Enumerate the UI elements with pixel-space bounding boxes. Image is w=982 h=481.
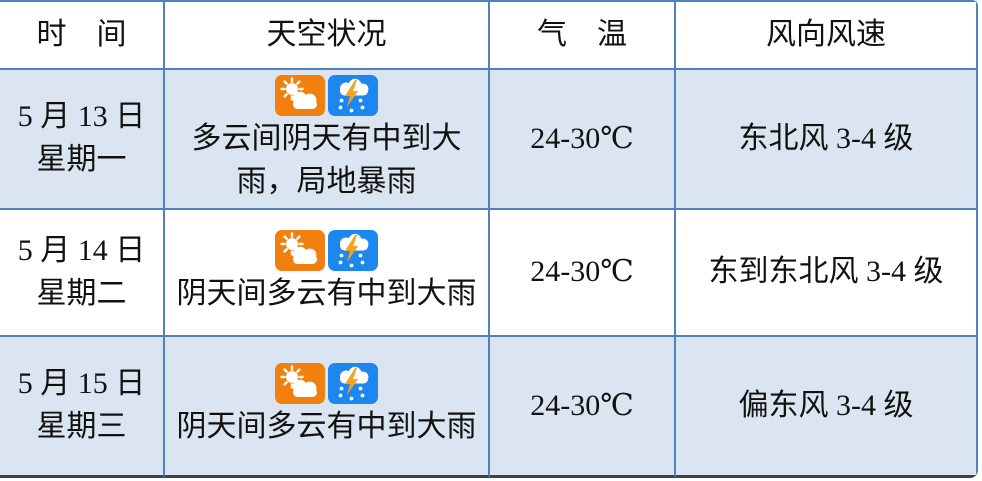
- thunderstorm-rain-icon: [328, 229, 378, 271]
- header-wind-label: 风向风速: [766, 17, 886, 51]
- date-text: 5 月 14 日: [17, 233, 146, 267]
- header-cell-temp: 气 温: [490, 0, 676, 70]
- weather-icons: [275, 229, 378, 271]
- wind-text: 东北风 3-4 级: [738, 121, 914, 155]
- wind-cell: 东北风 3-4 级: [676, 70, 978, 210]
- sun-behind-cloud-icon: [275, 229, 325, 271]
- temp-cell: 24-30℃: [490, 210, 676, 337]
- wind-text: 偏东风 3-4 级: [738, 388, 914, 422]
- wind-cell: 偏东风 3-4 级: [676, 337, 978, 478]
- weather-icons: [275, 363, 378, 405]
- temp-cell: 24-30℃: [490, 337, 676, 478]
- date-cell: 5 月 13 日 星期一: [0, 70, 165, 210]
- sky-cell: 阴天间多云有中到大雨: [165, 337, 490, 478]
- sky-cell: 多云间阴天有中到大雨，局地暴雨: [165, 70, 490, 210]
- weekday-text: 星期三: [36, 410, 127, 443]
- header-time-label: 时 间: [36, 17, 127, 51]
- sun-behind-cloud-icon: [275, 74, 325, 116]
- header-cell-sky: 天空状况: [165, 0, 490, 70]
- weekday-text: 星期二: [36, 276, 127, 310]
- header-cell-wind: 风向风速: [676, 0, 978, 70]
- sun-behind-cloud-icon: [275, 363, 325, 405]
- date-cell: 5 月 15 日 星期三: [0, 337, 165, 478]
- sky-cell: 阴天间多云有中到大雨: [165, 210, 490, 337]
- header-cell-time: 时 间: [0, 0, 165, 70]
- date-cell: 5 月 14 日 星期二: [0, 210, 165, 337]
- header-sky-label: 天空状况: [266, 17, 387, 51]
- header-temp-label: 气 温: [537, 17, 627, 51]
- sky-condition-text: 阴天间多云有中到大雨: [176, 276, 477, 310]
- thunderstorm-rain-icon: [328, 363, 378, 405]
- wind-text: 东到东北风 3-4 级: [708, 255, 944, 289]
- sky-condition-text: 阴天间多云有中到大雨: [176, 410, 477, 444]
- wind-cell: 东到东北风 3-4 级: [676, 210, 978, 337]
- weather-icons: [275, 74, 378, 116]
- date-text: 5 月 13 日: [17, 100, 146, 134]
- temperature-text: 24-30℃: [530, 121, 634, 155]
- thunderstorm-rain-icon: [328, 74, 378, 116]
- temperature-text: 24-30℃: [530, 388, 634, 422]
- weekday-text: 星期一: [36, 143, 127, 176]
- temperature-text: 24-30℃: [530, 255, 634, 289]
- date-text: 5 月 15 日: [17, 367, 146, 401]
- sky-condition-text: 多云间阴天有中到大雨，局地暴雨: [191, 121, 462, 198]
- temp-cell: 24-30℃: [490, 70, 676, 210]
